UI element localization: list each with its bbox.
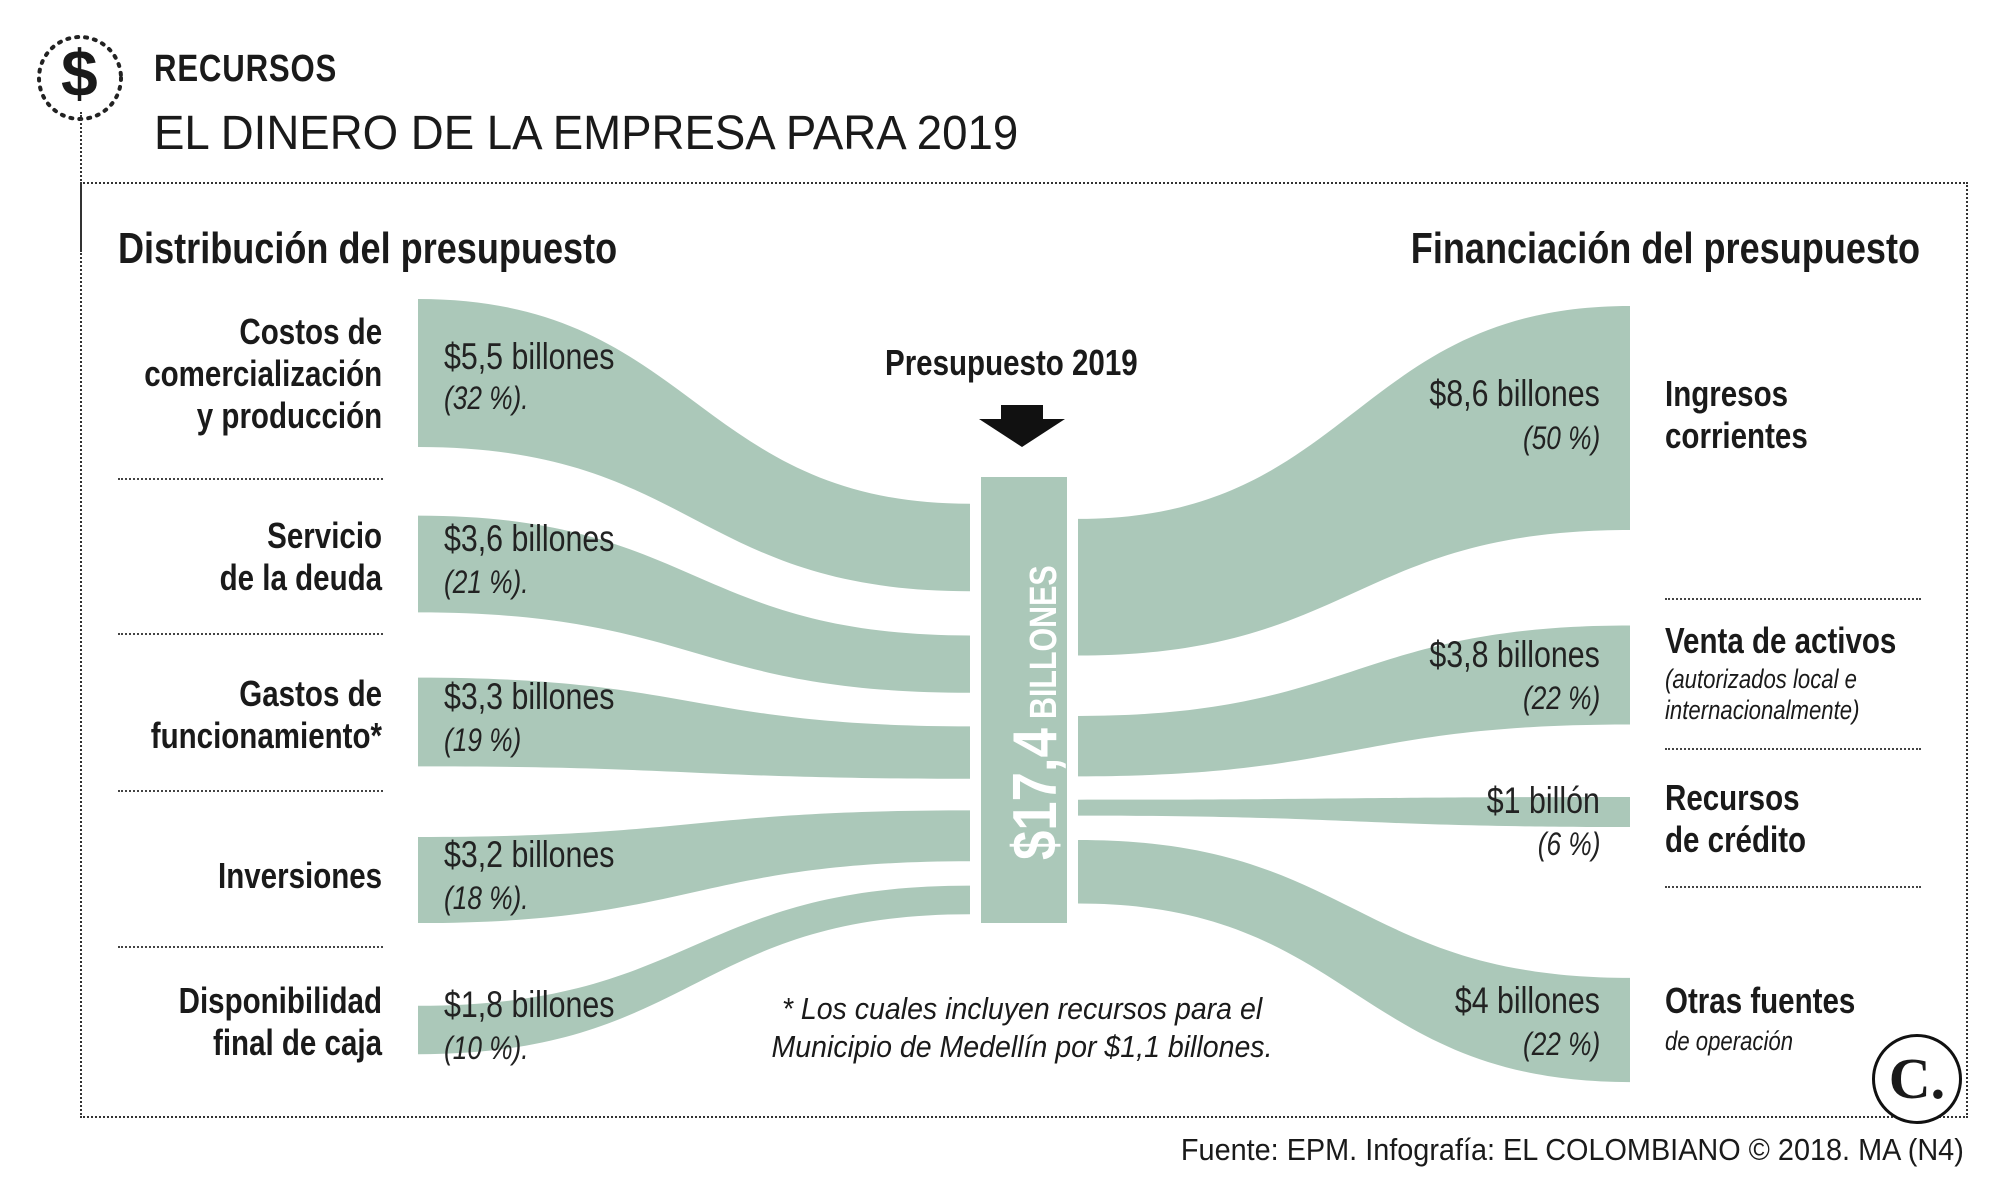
financing-amount: $3,8 billones <box>1429 634 1600 675</box>
distribution-label-gastos: Gastos de funcionamiento* <box>151 673 382 757</box>
total-label: $17,4 BILLONES <box>1000 527 1071 860</box>
distribution-amount: $5,5 billones <box>444 336 615 377</box>
label-line: Inversiones <box>217 855 382 896</box>
distribution-pct: (18 %). <box>444 880 529 916</box>
footnote-line: Municipio de Medellín por $1,1 billones. <box>771 1029 1273 1064</box>
distribution-amount: $3,6 billones <box>444 518 615 559</box>
footnote-line: * Los cuales incluyen recursos para el <box>781 991 1263 1026</box>
financing-pct: (50 %) <box>1522 420 1600 456</box>
label-line: final de caja <box>213 1022 382 1063</box>
separator <box>118 946 383 948</box>
label-line: Disponibilidad <box>178 980 382 1021</box>
distribution-flow <box>418 810 970 924</box>
financing-amount: $1 billón <box>1486 780 1600 821</box>
page-title: EL DINERO DE LA EMPRESA PARA 2019 <box>154 107 1019 160</box>
financing-amount: $4 billones <box>1454 980 1600 1021</box>
distribution-amount: $3,2 billones <box>444 834 615 875</box>
separator <box>118 633 383 635</box>
distribution-flow <box>418 299 970 592</box>
distribution-label-deuda: Servicio de la deuda <box>220 515 382 599</box>
separator <box>1665 598 1921 600</box>
logo-letter: C. <box>1888 1046 1946 1111</box>
total-unit: BILLONES <box>1023 565 1065 719</box>
distribution-flow <box>418 885 970 1055</box>
label-line: Servicio <box>267 515 382 556</box>
source-credit: Fuente: EPM. Infografía: EL COLOMBIANO ©… <box>1181 1132 1964 1167</box>
label-line: Costos de <box>239 311 382 352</box>
distribution-pct: (21 %). <box>444 564 529 600</box>
distribution-pct: (10 %). <box>444 1030 529 1066</box>
label-line: Venta de activos <box>1665 620 1897 661</box>
financing-pct: (22 %) <box>1522 1026 1600 1062</box>
footnote: * Los cuales incluyen recursos para el M… <box>772 990 1273 1066</box>
distribution-label-costos: Costos de comercialización y producción <box>144 311 382 437</box>
financing-flow <box>1078 797 1630 827</box>
financing-label-credito: Recursos de crédito <box>1665 777 1806 861</box>
center-total-bar <box>981 477 1067 923</box>
financing-amount: $8,6 billones <box>1429 373 1600 414</box>
el-colombiano-logo: C. <box>1872 1034 1962 1124</box>
label-line: Ingresos <box>1665 373 1789 414</box>
center-label: Presupuesto 2019 <box>885 342 1138 383</box>
financing-label-otras: Otras fuentes <box>1665 980 1855 1022</box>
financing-pct: (22 %) <box>1522 680 1600 716</box>
financing-flow <box>1078 306 1630 656</box>
right-heading: Financiación del presupuesto <box>1410 224 1920 273</box>
dollar-symbol: $ <box>61 36 98 110</box>
header-kicker: RECURSOS <box>154 48 338 90</box>
distribution-label-inversiones: Inversiones <box>218 855 382 897</box>
distribution-pct: (19 %) <box>444 722 522 758</box>
separator <box>118 790 383 792</box>
sublabel-line: internacionalmente) <box>1665 695 1860 725</box>
distribution-flow <box>418 677 970 779</box>
distribution-label-caja: Disponibilidad final de caja <box>179 980 382 1064</box>
label-line: Recursos <box>1665 777 1800 818</box>
financing-sublabel-venta: (autorizados local e internacionalmente) <box>1665 664 1859 726</box>
sublabel-line: (autorizados local e <box>1665 664 1857 694</box>
financing-sublabel-otras: de operación <box>1665 1026 1793 1057</box>
label-line: de la deuda <box>219 557 382 598</box>
label-line: funcionamiento* <box>150 715 382 756</box>
label-line: Otras fuentes <box>1665 980 1856 1021</box>
label-line: Gastos de <box>239 673 382 714</box>
down-arrow-icon <box>979 405 1065 447</box>
distribution-amount: $3,3 billones <box>444 676 615 717</box>
distribution-flow <box>418 515 970 693</box>
financing-label-venta: Venta de activos <box>1665 620 1896 662</box>
label-line: de crédito <box>1665 819 1807 860</box>
label-line: corrientes <box>1665 415 1808 456</box>
financing-label-ingresos: Ingresos corrientes <box>1665 373 1808 457</box>
left-heading: Distribución del presupuesto <box>118 224 618 273</box>
sublabel-line: de operación <box>1665 1026 1794 1056</box>
total-amount: $17,4 <box>1001 728 1070 860</box>
separator <box>1665 748 1921 750</box>
infographic-frame <box>80 182 1968 1118</box>
separator <box>118 478 383 480</box>
financing-flow <box>1078 839 1630 1083</box>
financing-flow <box>1078 625 1630 777</box>
distribution-pct: (32 %). <box>444 380 529 416</box>
separator <box>1665 886 1921 888</box>
financing-pct: (6 %) <box>1537 826 1600 862</box>
distribution-amount: $1,8 billones <box>444 984 615 1025</box>
label-line: comercialización <box>144 353 382 394</box>
label-line: y producción <box>196 395 382 436</box>
